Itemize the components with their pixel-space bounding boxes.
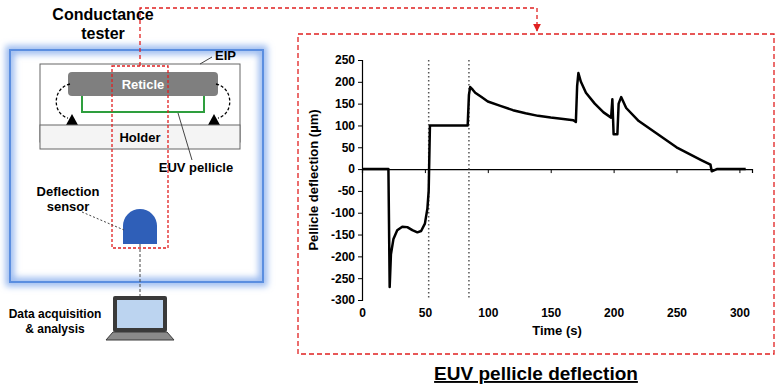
y-tick-label: 150 [335, 97, 355, 111]
y-tick-label: 50 [342, 141, 356, 155]
support-right [208, 114, 220, 125]
sensor-label: Deflection [37, 184, 100, 199]
x-tick: 50 [419, 169, 433, 319]
diagram: Conductance tester EIP Reticle Holder EUV pel… [9, 6, 263, 340]
x-tick-label: 200 [604, 306, 624, 320]
y-tick-label: -150 [331, 228, 355, 242]
chart-frame [298, 34, 774, 354]
y-tick-mark [358, 125, 362, 126]
laptop-display [117, 300, 163, 328]
measure-window [112, 66, 168, 248]
x-tick-label: 250 [667, 306, 687, 320]
y-tick-label: 0 [348, 162, 355, 176]
tester-glow [10, 50, 263, 282]
y-tick-label: -250 [331, 272, 355, 286]
y-tick-label: 250 [335, 53, 355, 67]
x-tick-mark [488, 169, 489, 173]
y-tick-mark [358, 256, 362, 257]
deflection-line [362, 73, 746, 287]
y-tick: -100 [331, 206, 362, 220]
x-axis: 0 50 100 150 200 250 300 [359, 169, 752, 319]
x-tick-label: 300 [730, 306, 750, 320]
x-tick-mark [551, 169, 552, 173]
y-tick: 0 [348, 162, 362, 176]
y-tick: -300 [331, 293, 362, 307]
pellicle-frame [82, 96, 204, 112]
diagram-title: Conductance [52, 6, 153, 23]
diagram-title: tester [81, 25, 125, 42]
x-tick-mark [425, 169, 426, 173]
y-tick-mark [358, 235, 362, 236]
pellicle-label: EUV pellicle [159, 160, 233, 175]
y-tick: -200 [331, 250, 362, 264]
holder [40, 125, 240, 149]
y-tick-mark [358, 60, 362, 61]
y-tick-mark [358, 300, 362, 301]
vent-right [216, 84, 230, 118]
y-axis: -300 -250 -200 -150 -100 -50 0 50 100 150 200 250 [331, 53, 363, 307]
eip-leader [200, 57, 212, 64]
x-tick: 150 [541, 169, 561, 319]
y-tick: 100 [335, 119, 362, 133]
chart: -300 -250 -200 -150 -100 -50 0 50 100 150 200 250 0 5… [306, 53, 753, 338]
figure: Conductance tester EIP Reticle Holder EUV pel… [0, 0, 780, 390]
y-tick-mark [358, 147, 362, 148]
laptop-screen [113, 296, 167, 332]
y-tick-label: 100 [335, 119, 355, 133]
y-tick-mark [358, 191, 362, 192]
x-tick-label: 100 [478, 306, 498, 320]
x-tick: 0 [359, 169, 366, 319]
sensor-leader [82, 212, 124, 230]
x-tick-mark [614, 169, 615, 173]
x-tick: 300 [730, 169, 750, 319]
laptop-base [106, 332, 174, 340]
x-tick-mark [677, 169, 678, 173]
y-tick-mark [358, 278, 362, 279]
vent-left [56, 84, 70, 118]
x-axis-title: Time (s) [532, 323, 582, 338]
x-tick: 100 [478, 169, 498, 319]
eip-label: EIP [215, 48, 236, 63]
cable [140, 244, 141, 296]
reticle [68, 72, 218, 96]
y-tick: 50 [342, 141, 362, 155]
y-tick: -50 [338, 184, 362, 198]
y-axis-line [358, 61, 363, 301]
holder-label: Holder [119, 130, 160, 145]
deflection-sensor [123, 209, 157, 244]
y-tick-mark [358, 169, 362, 170]
x-tick: 200 [604, 169, 624, 319]
x-tick-label: 0 [359, 306, 366, 320]
y-tick-label: -200 [331, 250, 355, 264]
y-axis-title: Pellicle deflection (µm) [306, 109, 321, 250]
y-tick: -250 [331, 272, 362, 286]
computer-label: Data acquisition [9, 307, 102, 321]
plot-data [362, 60, 746, 300]
sensor-label: sensor [47, 199, 90, 214]
pellicle-leader [178, 113, 192, 160]
x-axis-line [363, 170, 753, 174]
y-tick-mark [358, 82, 362, 83]
y-tick: 250 [335, 53, 362, 67]
y-tick-label: -50 [338, 184, 356, 198]
computer-label: & analysis [25, 322, 85, 336]
x-tick-label: 50 [419, 306, 433, 320]
y-tick-mark [358, 213, 362, 214]
y-tick: -150 [331, 228, 362, 242]
y-tick-label: -100 [331, 206, 355, 220]
support-left [66, 114, 78, 125]
y-tick-mark [358, 104, 362, 105]
tester-box [10, 50, 263, 282]
reticle-label: Reticle [122, 77, 165, 92]
x-tick: 250 [667, 169, 687, 319]
y-tick: 150 [335, 97, 362, 111]
chart-title: EUV pellicle deflection [434, 363, 638, 384]
x-tick-label: 150 [541, 306, 561, 320]
y-tick-label: 200 [335, 75, 355, 89]
y-tick: 200 [335, 75, 362, 89]
y-tick-label: -300 [331, 293, 355, 307]
